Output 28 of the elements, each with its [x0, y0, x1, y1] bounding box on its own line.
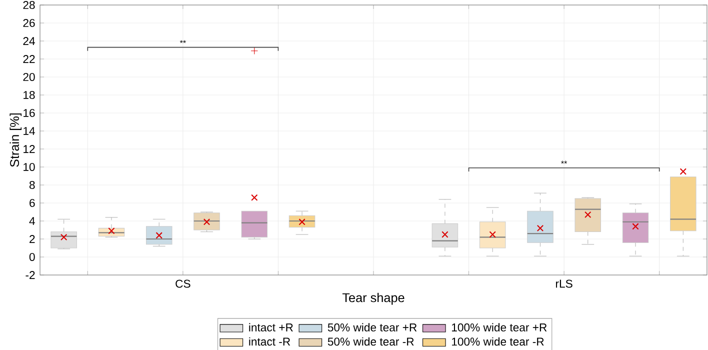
- y-tick-label: 6: [30, 198, 35, 207]
- y-axis-title: Strain [%]: [10, 113, 22, 167]
- y-tick-label: 2: [30, 235, 35, 243]
- y-tick-label: 4: [29, 217, 35, 225]
- legend-label: intact +R: [249, 323, 293, 332]
- y-tick-label: 14: [24, 127, 35, 135]
- y-tick-label: 28: [23, 1, 35, 10]
- legend-label: 100% wide tear +R: [452, 323, 547, 332]
- y-tick-label: 26: [23, 19, 35, 28]
- legend-label: 100% wide tear -R: [452, 337, 544, 346]
- legend-label: 50% wide tear -R: [328, 337, 414, 346]
- y-tick-label: 8: [30, 180, 35, 189]
- x-tick-label: CS: [176, 280, 190, 288]
- annotation: **: [180, 40, 186, 43]
- y-tick-label: 22: [23, 55, 35, 63]
- y-tick-label: 18: [24, 90, 35, 100]
- legend-label: 50% wide tear +R: [328, 323, 417, 332]
- y-tick-label: 10: [24, 162, 35, 171]
- x-axis-title: Tear shape: [342, 292, 404, 305]
- legend-label: intact -R: [249, 337, 290, 346]
- y-tick-label: 0: [29, 252, 35, 261]
- x-tick-label: rLS: [556, 280, 572, 288]
- y-tick-label: 16: [24, 108, 35, 117]
- y-tick-label: 20: [23, 72, 35, 82]
- annotation: **: [561, 160, 568, 164]
- y-tick-label: 12: [24, 145, 35, 153]
- y-tick-label: 24: [23, 37, 35, 45]
- y-tick-label: -2: [26, 271, 35, 279]
